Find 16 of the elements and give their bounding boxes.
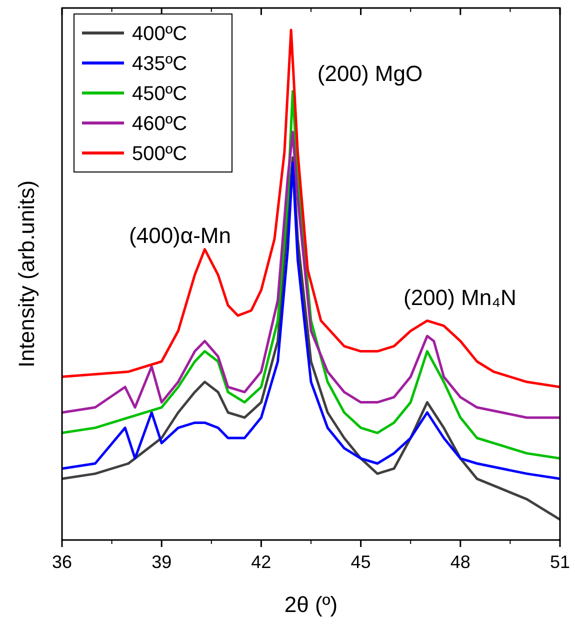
x-tick-label: 45 <box>350 552 371 572</box>
x-tick-label: 39 <box>152 552 172 572</box>
legend-label: 500ºC <box>132 143 188 165</box>
annotation: (200) MgO <box>317 61 423 86</box>
x-tick-label: 36 <box>52 552 72 572</box>
x-tick-label: 48 <box>450 552 470 572</box>
legend-label: 450ºC <box>132 83 188 105</box>
x-axis-title: 2θ (º) <box>284 592 338 617</box>
legend-label: 400ºC <box>132 23 188 45</box>
legend-label: 435ºC <box>132 53 188 75</box>
x-tick-label: 42 <box>251 552 272 572</box>
y-axis-title: Intensity (arb.units) <box>14 180 39 368</box>
annotation: (200) Mn₄N <box>404 285 516 310</box>
legend-label: 460ºC <box>132 113 188 135</box>
x-tick-label: 51 <box>550 552 570 572</box>
annotation: (400)α-Mn <box>129 223 231 248</box>
